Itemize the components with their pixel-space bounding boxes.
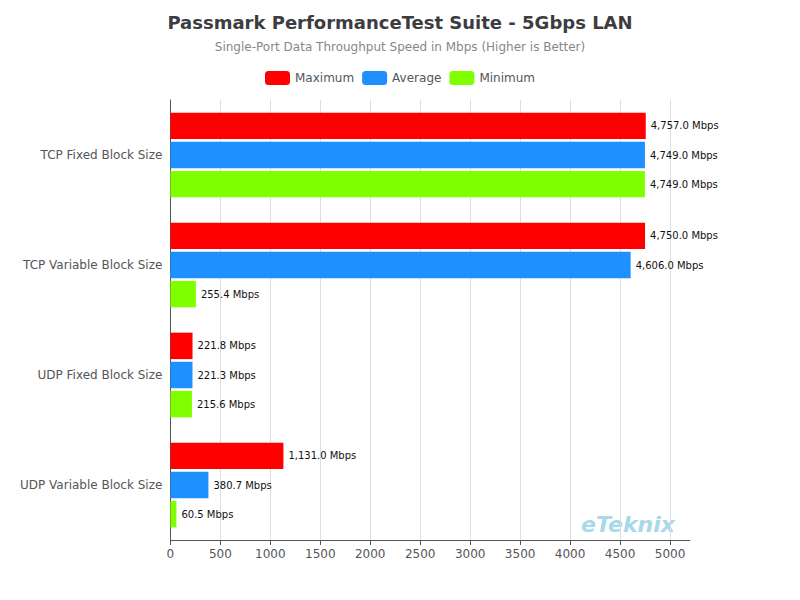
svg-text:4000: 4000 [555,547,586,561]
svg-text:TCP Variable Block Size: TCP Variable Block Size [22,258,162,272]
svg-text:Minimum: Minimum [479,71,535,85]
svg-text:255.4 Mbps: 255.4 Mbps [201,289,259,300]
svg-text:4,750.0 Mbps: 4,750.0 Mbps [650,230,718,241]
svg-text:TCP Fixed Block Size: TCP Fixed Block Size [40,148,163,162]
svg-text:4,749.0 Mbps: 4,749.0 Mbps [650,179,718,190]
svg-text:1500: 1500 [305,547,336,561]
svg-text:4,757.0 Mbps: 4,757.0 Mbps [651,120,719,131]
svg-text:4,749.0 Mbps: 4,749.0 Mbps [650,150,718,161]
svg-text:Maximum: Maximum [295,71,354,85]
svg-text:1000: 1000 [255,547,286,561]
svg-text:221.8 Mbps: 221.8 Mbps [198,340,256,351]
svg-text:380.7 Mbps: 380.7 Mbps [213,480,271,491]
svg-text:500: 500 [209,547,232,561]
svg-text:221.3 Mbps: 221.3 Mbps [197,370,255,381]
svg-text:eTeknix: eTeknix [581,512,676,537]
svg-text:Passmark PerformanceTest Suite: Passmark PerformanceTest Suite - 5Gbps L… [167,12,632,33]
svg-text:UDP Fixed Block Size: UDP Fixed Block Size [37,368,162,382]
svg-text:4500: 4500 [605,547,636,561]
svg-text:Single-Port Data Throughput Sp: Single-Port Data Throughput Speed in Mbp… [215,40,585,54]
svg-text:3000: 3000 [455,547,486,561]
svg-text:3500: 3500 [505,547,536,561]
svg-text:4,606.0 Mbps: 4,606.0 Mbps [636,260,704,271]
svg-text:5000: 5000 [655,547,686,561]
svg-text:2500: 2500 [405,547,436,561]
svg-text:2000: 2000 [355,547,386,561]
svg-text:Average: Average [392,71,441,85]
svg-text:60.5 Mbps: 60.5 Mbps [181,509,233,520]
svg-text:215.6 Mbps: 215.6 Mbps [197,399,255,410]
svg-text:1,131.0 Mbps: 1,131.0 Mbps [288,450,356,461]
svg-text:UDP Variable Block Size: UDP Variable Block Size [20,478,162,492]
svg-text:0: 0 [167,547,175,561]
